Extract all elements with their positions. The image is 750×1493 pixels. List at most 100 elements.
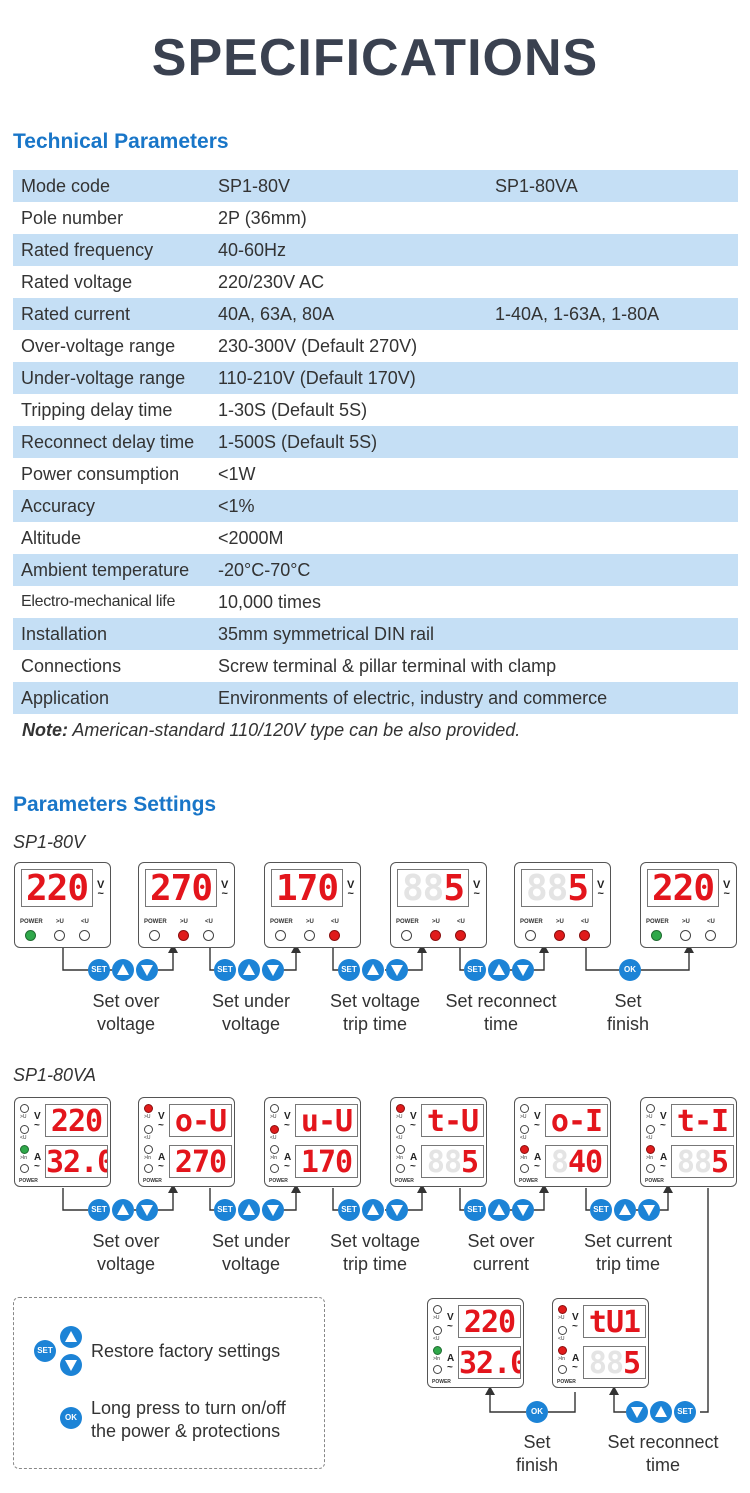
current-unit-label: A ~: [410, 1153, 417, 1172]
current-display: 170: [295, 1145, 358, 1178]
ac-symbol: ~: [534, 1120, 540, 1131]
over-voltage-label: >U: [520, 1114, 527, 1120]
parameter-value: <1%: [210, 490, 738, 522]
caption-line-2: trip time: [342, 1014, 407, 1034]
under-voltage-label: <U: [20, 1135, 27, 1141]
indicator-led: [433, 1365, 442, 1374]
indicator-led: [401, 930, 412, 941]
current-display-value: 5: [711, 1145, 729, 1178]
current-display: 885: [421, 1145, 484, 1178]
indicator-led: [520, 1164, 529, 1173]
parameter-value: <1W: [210, 458, 738, 490]
table-row: Under-voltage range 110-210V (Default 170…: [13, 362, 738, 394]
over-current-label: >In: [520, 1155, 528, 1161]
table-row: Rated frequency 40-60Hz: [13, 234, 738, 266]
unit-symbol: V: [660, 1111, 667, 1122]
parameter-value: 2P (36mm): [210, 202, 738, 234]
set-button: SET: [214, 1199, 236, 1221]
indicator-led: [558, 1305, 567, 1314]
power-label: POWER: [395, 1178, 414, 1184]
legend-down-arrow-icon: [60, 1354, 82, 1376]
current-unit-label: A ~: [34, 1153, 41, 1172]
caption-line-1: Set over: [92, 1231, 160, 1251]
table-row: Electro-mechanical life 10,000 times: [13, 586, 738, 618]
indicator-led: [144, 1104, 153, 1113]
indicator-led: [304, 930, 315, 941]
indicator-led: [558, 1346, 567, 1355]
legend-set-button: SET: [34, 1340, 56, 1362]
down-arrow-icon: [136, 959, 158, 981]
ok-button: OK: [526, 1401, 548, 1423]
indicator-led: [396, 1125, 405, 1134]
unit-symbol: A: [447, 1353, 455, 1364]
over-voltage-label: >U: [558, 1315, 565, 1321]
under-voltage-label: <U: [81, 919, 89, 925]
power-label: POWER: [646, 919, 669, 925]
down-arrow-icon: [638, 1199, 660, 1221]
over-current-label: >In: [20, 1155, 28, 1161]
current-unit-label: A ~: [660, 1152, 668, 1172]
table-row: Accuracy <1%: [13, 490, 738, 522]
unit-symbol: V: [347, 879, 355, 891]
digit-display: 170: [271, 869, 343, 907]
ac-symbol: ~: [572, 1362, 578, 1373]
caption-line-2: voltage: [96, 1254, 156, 1274]
parameter-name: Application: [13, 682, 210, 714]
parameter-name: Rated voltage: [13, 266, 210, 298]
ok-button: OK: [619, 959, 641, 981]
step-caption: Set over voltage: [56, 990, 196, 1036]
parameter-name: Power consumption: [13, 458, 210, 490]
ac-symbol: ~: [723, 888, 730, 900]
indicator-led: [554, 930, 565, 941]
voltage-current-relay-device: t-I 885 >U <U >In V ~ A ~ POWER: [640, 1097, 737, 1187]
current-display-value: 5: [461, 1145, 479, 1178]
indicator-led: [646, 1104, 655, 1113]
indicator-led: [275, 930, 286, 941]
model-label-sp1-80va: SP1-80VA: [13, 1065, 97, 1085]
parameter-value: Environments of electric, industry and c…: [210, 682, 738, 714]
power-label: POWER: [269, 1178, 288, 1184]
power-label: POWER: [20, 919, 43, 925]
current-display-value: 270: [174, 1145, 227, 1178]
step-caption: Set reconnect time: [593, 1431, 733, 1477]
over-voltage-label: >U: [396, 1114, 403, 1120]
set-button: SET: [88, 959, 110, 981]
parameter-name: Ambient temperature: [13, 554, 210, 586]
voltage-current-relay-device: 220 32.0 >U <U >In V ~ A ~ POWER: [427, 1298, 524, 1388]
down-arrow-icon: [386, 1199, 408, 1221]
up-arrow-icon: [238, 1199, 260, 1221]
caption-line-2: trip time: [342, 1254, 407, 1274]
set-button: SET: [338, 1199, 360, 1221]
display-value: 270: [149, 869, 213, 907]
step-caption: Set finish: [558, 990, 698, 1036]
table-row: Rated voltage 220/230V AC: [13, 266, 738, 298]
voltage-display: u-U: [295, 1104, 358, 1137]
under-voltage-label: <U: [396, 1135, 403, 1141]
indicator-led: [433, 1305, 442, 1314]
step-caption: Set over current: [431, 1230, 571, 1276]
up-arrow-icon: [614, 1199, 636, 1221]
ac-symbol: ~: [473, 888, 480, 900]
technical-parameters-heading: Technical Parameters: [13, 130, 229, 153]
under-voltage-label: <U: [646, 1135, 653, 1141]
indicator-led: [20, 1164, 29, 1173]
voltage-unit-label: V ~: [534, 1112, 541, 1131]
legend-long-press-line-1: Long press to turn on/off: [91, 1398, 286, 1418]
current-display-value: 40: [567, 1145, 603, 1178]
voltage-current-relay-device: 220 32.0 >U <U >In V ~ A ~ POWER: [14, 1097, 111, 1187]
parameter-value: Screw terminal & pillar terminal with cl…: [210, 650, 738, 682]
parameter-value: SP1-80VA: [487, 170, 738, 202]
down-arrow-icon: [512, 959, 534, 981]
legend-restore-text: Restore factory settings: [91, 1341, 281, 1361]
parameter-name: Installation: [13, 618, 210, 650]
voltage-unit-label: V ~: [284, 1112, 291, 1131]
power-label: POWER: [19, 1178, 38, 1184]
step-caption: Set under voltage: [181, 990, 321, 1036]
parameter-value: 1-30S (Default 5S): [210, 394, 738, 426]
current-display-value: 32.0: [459, 1346, 521, 1379]
voltage-current-relay-device: tU1 885 >U <U >In V ~ A ~ POWER: [552, 1298, 649, 1388]
step-caption: Set voltage trip time: [305, 1230, 445, 1276]
voltage-display-value: 220: [50, 1104, 103, 1137]
unit-symbol: A: [660, 1152, 668, 1163]
